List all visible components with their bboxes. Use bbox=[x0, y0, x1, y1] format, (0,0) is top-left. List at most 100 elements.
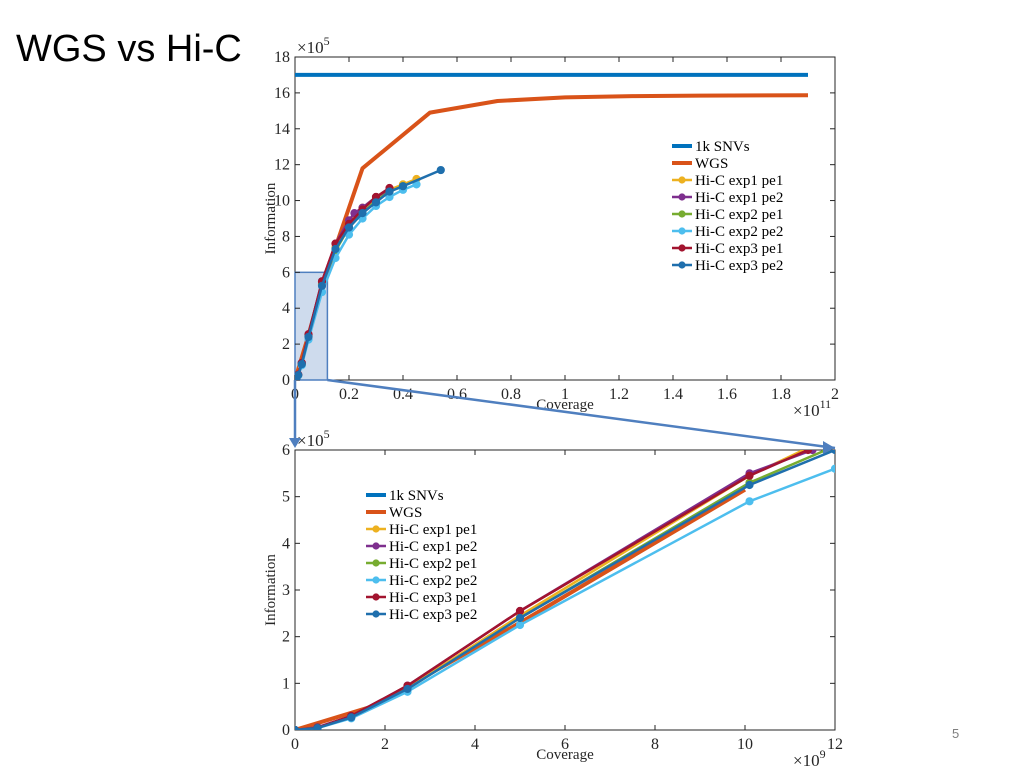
zoom-arrowhead-right bbox=[823, 441, 835, 454]
legend-label: Hi-C exp2 pe1 bbox=[389, 556, 477, 572]
y-tick-label: 14 bbox=[274, 121, 290, 138]
x-tick-label: 6 bbox=[561, 736, 569, 753]
legend-marker bbox=[678, 193, 686, 201]
page-number: 5 bbox=[952, 726, 960, 741]
data-point-hi-c-exp3-pe2 bbox=[403, 684, 412, 694]
legend-marker bbox=[678, 227, 686, 235]
data-point-hi-c-exp3-pe2 bbox=[436, 165, 445, 175]
x-tick-label: 2 bbox=[381, 736, 389, 753]
x-axis-exponent: ×109 bbox=[793, 747, 826, 768]
y-axis-exponent: ×105 bbox=[297, 427, 330, 450]
data-point-hi-c-exp3-pe2 bbox=[347, 713, 356, 722]
y-tick-label: 2 bbox=[282, 629, 290, 646]
data-point-hi-c-exp3-pe2 bbox=[295, 725, 300, 730]
y-tick-label: 2 bbox=[282, 336, 290, 353]
legend-label: Hi-C exp2 pe2 bbox=[389, 573, 477, 589]
y-axis-exponent: ×105 bbox=[297, 34, 330, 57]
data-point-hi-c-exp3-pe2 bbox=[515, 613, 525, 623]
data-point-hi-c-exp2-pe2 bbox=[830, 464, 835, 473]
chart-top: 00.20.40.60.811.21.41.61.820246810121416… bbox=[263, 34, 839, 420]
plot-area bbox=[294, 449, 836, 731]
legend-label: Hi-C exp3 pe1 bbox=[389, 590, 477, 606]
data-point-hi-c-exp3-pe2 bbox=[745, 480, 754, 490]
legend-marker bbox=[372, 559, 380, 567]
x-tick-label: 10 bbox=[737, 736, 753, 753]
data-point-hi-c-exp3-pe2 bbox=[398, 182, 408, 191]
y-tick-label: 3 bbox=[282, 582, 290, 599]
data-point-hi-c-exp3-pe2 bbox=[317, 281, 327, 290]
x-tick-label: 1.4 bbox=[663, 386, 683, 403]
legend-label: 1k SNVs bbox=[695, 139, 750, 155]
data-point-hi-c-exp3-pe2 bbox=[313, 724, 322, 730]
series-group bbox=[295, 450, 835, 730]
y-tick-label: 6 bbox=[282, 264, 290, 281]
legend-label: Hi-C exp2 pe1 bbox=[695, 207, 783, 223]
legend-label: Hi-C exp1 pe1 bbox=[389, 522, 477, 538]
y-tick-label: 8 bbox=[282, 228, 290, 245]
y-tick-label: 5 bbox=[282, 489, 290, 506]
slide-title: WGS vs Hi-C bbox=[16, 28, 242, 70]
x-axis-exponent: ×1011 bbox=[793, 397, 831, 420]
zoom-connector-right bbox=[327, 378, 836, 450]
x-tick-label: 0 bbox=[291, 736, 299, 753]
y-tick-label: 4 bbox=[282, 300, 290, 317]
y-tick-label: 0 bbox=[282, 722, 290, 739]
legend-label: Hi-C exp1 pe2 bbox=[389, 539, 477, 555]
x-tick-label: 2 bbox=[831, 386, 839, 403]
zoom-arrowhead-left bbox=[289, 438, 301, 448]
data-point-hi-c-exp3-pe2 bbox=[358, 209, 367, 218]
y-tick-label: 16 bbox=[274, 85, 290, 102]
y-tick-label: 1 bbox=[282, 675, 290, 692]
y-tick-label: 12 bbox=[274, 157, 290, 174]
y-tick-label: 10 bbox=[274, 193, 290, 210]
data-point-hi-c-exp3-pe2 bbox=[331, 244, 340, 254]
data-point-hi-c-exp3-pe2 bbox=[344, 223, 354, 232]
legend-marker bbox=[678, 210, 686, 218]
data-point-hi-c-exp3-pe2 bbox=[830, 450, 835, 455]
plot-area bbox=[294, 56, 836, 381]
data-point-hi-c-exp3-pe2 bbox=[385, 187, 394, 196]
zoom-annotation bbox=[289, 378, 836, 454]
legend-marker bbox=[372, 610, 380, 618]
legend-label: WGS bbox=[695, 156, 728, 172]
legend-marker bbox=[372, 593, 380, 601]
y-axis-label: Information bbox=[263, 554, 279, 626]
x-axis-label: Coverage bbox=[536, 747, 594, 763]
y-tick-label: 4 bbox=[282, 535, 290, 552]
legend-marker bbox=[372, 576, 380, 584]
series-group bbox=[295, 72, 809, 380]
data-point-hi-c-exp2-pe2 bbox=[515, 620, 525, 630]
legend-label: Hi-C exp1 pe2 bbox=[695, 190, 783, 206]
x-tick-label: 1 bbox=[561, 386, 569, 403]
x-tick-label: 1.8 bbox=[771, 386, 791, 403]
legend-marker bbox=[678, 261, 686, 269]
chart-bottom: 0 2 4 6 8 10 120123456CoverageInformation×105×… bbox=[263, 427, 843, 768]
x-tick-label: 8 bbox=[651, 736, 659, 753]
x-tick-label: 1.2 bbox=[609, 386, 629, 403]
legend-marker bbox=[372, 542, 380, 550]
x-tick-label: 12 bbox=[827, 736, 843, 753]
legend-label: WGS bbox=[389, 505, 422, 521]
x-tick-label: 0.8 bbox=[501, 386, 521, 403]
legend-label: Hi-C exp1 pe1 bbox=[695, 173, 783, 189]
data-point-hi-c-exp2-pe2 bbox=[745, 497, 754, 506]
x-tick-label: 0.2 bbox=[339, 386, 359, 403]
legend-label: Hi-C exp3 pe1 bbox=[695, 241, 783, 257]
legend-marker bbox=[678, 176, 686, 184]
data-point-hi-c-exp3-pe2 bbox=[297, 360, 306, 369]
y-tick-label: 18 bbox=[274, 49, 290, 66]
legend-label: 1k SNVs bbox=[389, 488, 444, 504]
legend-label: Hi-C exp3 pe2 bbox=[389, 607, 477, 623]
y-axis-label: Information bbox=[263, 182, 279, 254]
data-point-hi-c-exp3-pe2 bbox=[295, 371, 303, 380]
data-point-hi-c-exp3-pe2 bbox=[371, 198, 381, 207]
legend-label: Hi-C exp2 pe2 bbox=[695, 224, 783, 240]
y-tick-label: 0 bbox=[282, 372, 290, 389]
legend-marker bbox=[678, 244, 686, 252]
data-point-hi-c-exp3-pe2 bbox=[304, 332, 313, 342]
data-point-hi-c-exp3-pe1 bbox=[803, 450, 813, 455]
data-point-hi-c-exp3-pe1 bbox=[515, 606, 525, 616]
x-tick-label: 0.6 bbox=[447, 386, 467, 403]
